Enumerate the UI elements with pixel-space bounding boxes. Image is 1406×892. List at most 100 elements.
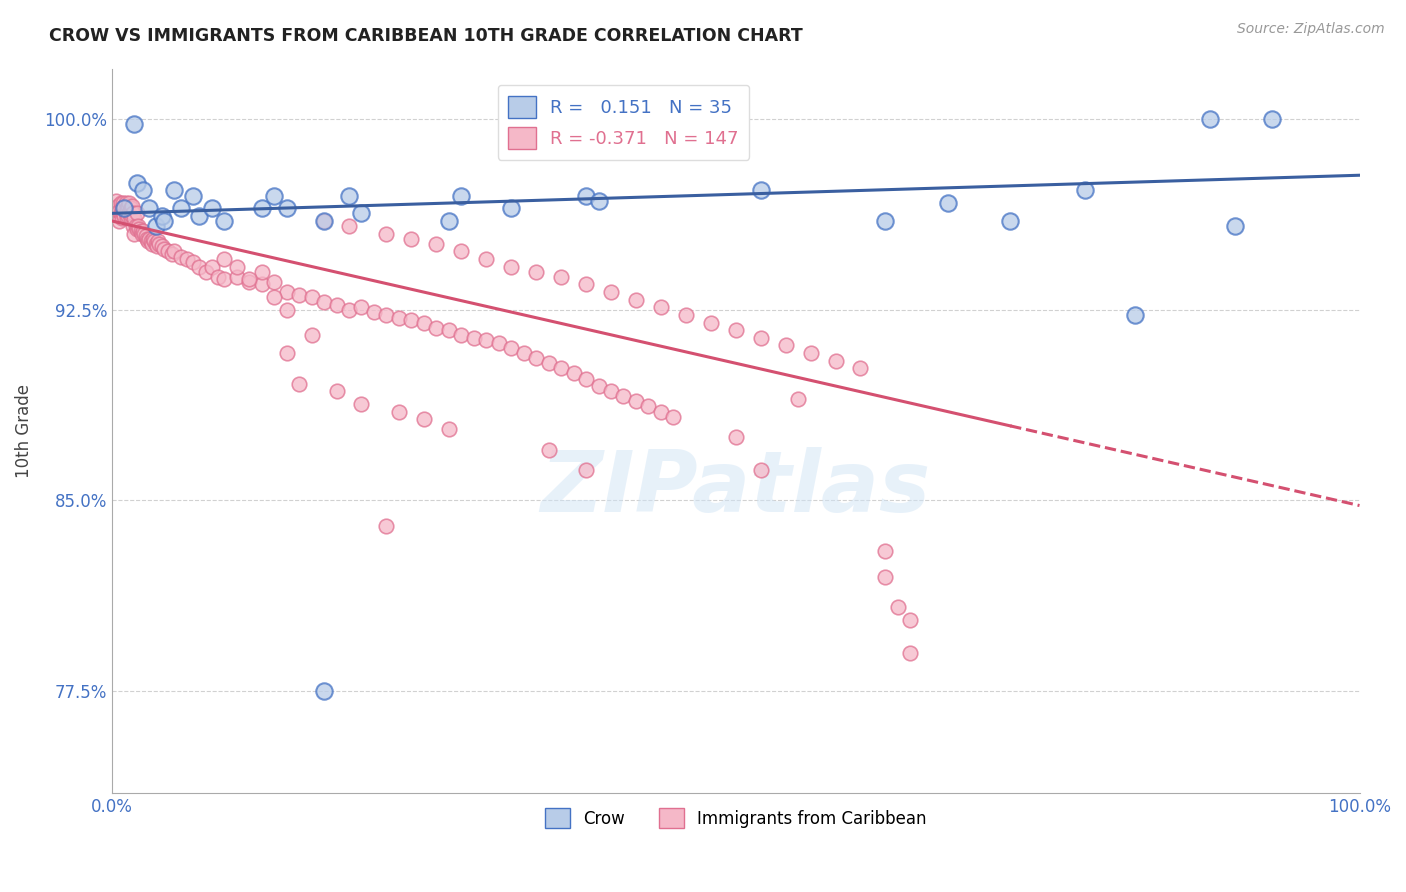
Point [250, 201, 273, 215]
Point [524, 265, 547, 279]
Point [537, 356, 560, 370]
Point [124, 219, 146, 233]
Point [125, 221, 148, 235]
Point [163, 184, 186, 198]
Point [724, 430, 747, 444]
Point [537, 442, 560, 457]
Point [488, 335, 510, 350]
Point [181, 254, 204, 268]
Point [150, 209, 173, 223]
Point [312, 214, 335, 228]
Point [875, 214, 897, 228]
Point [117, 209, 139, 223]
Point [375, 308, 398, 322]
Point [575, 371, 598, 385]
Text: CROW VS IMMIGRANTS FROM CARIBBEAN 10TH GRADE CORRELATION CHART: CROW VS IMMIGRANTS FROM CARIBBEAN 10TH G… [49, 27, 803, 45]
Point [121, 199, 143, 213]
Point [288, 376, 311, 391]
Point [115, 201, 138, 215]
Point [138, 201, 160, 215]
Point [108, 203, 131, 218]
Point [169, 201, 191, 215]
Point [749, 184, 772, 198]
Point [637, 400, 659, 414]
Point [749, 331, 772, 345]
Point [153, 214, 176, 228]
Point [111, 211, 134, 226]
Point [276, 346, 298, 360]
Point [114, 209, 136, 223]
Point [450, 328, 472, 343]
Point [824, 353, 846, 368]
Point [849, 361, 872, 376]
Point [998, 214, 1021, 228]
Point [437, 422, 460, 436]
Point [401, 232, 423, 246]
Point [475, 252, 498, 266]
Point [900, 646, 922, 660]
Point [588, 194, 610, 208]
Point [350, 397, 373, 411]
Point [250, 277, 273, 292]
Point [132, 224, 155, 238]
Point [121, 209, 143, 223]
Point [131, 227, 153, 241]
Point [675, 308, 697, 322]
Point [145, 219, 167, 233]
Point [401, 313, 423, 327]
Point [115, 211, 138, 226]
Point [120, 211, 142, 226]
Point [194, 265, 217, 279]
Point [107, 199, 129, 213]
Point [124, 211, 146, 226]
Point [437, 323, 460, 337]
Point [325, 298, 347, 312]
Point [588, 379, 610, 393]
Point [276, 285, 298, 299]
Point [575, 463, 598, 477]
Point [104, 194, 127, 208]
Point [128, 221, 150, 235]
Point [312, 295, 335, 310]
Point [612, 389, 634, 403]
Point [800, 346, 823, 360]
Point [143, 235, 166, 249]
Point [212, 272, 235, 286]
Point [107, 209, 129, 223]
Point [575, 188, 598, 202]
Point [142, 232, 165, 246]
Point [375, 227, 398, 241]
Point [238, 272, 260, 286]
Text: Source: ZipAtlas.com: Source: ZipAtlas.com [1237, 22, 1385, 37]
Point [425, 320, 447, 334]
Point [425, 236, 447, 251]
Point [134, 227, 156, 241]
Point [301, 290, 323, 304]
Point [201, 260, 224, 274]
Point [212, 252, 235, 266]
Point [650, 404, 672, 418]
Point [1198, 112, 1220, 127]
Point [122, 206, 145, 220]
Point [114, 196, 136, 211]
Point [450, 188, 472, 202]
Point [562, 367, 585, 381]
Point [207, 269, 229, 284]
Point [900, 613, 922, 627]
Point [463, 331, 485, 345]
Point [129, 224, 152, 238]
Point [312, 214, 335, 228]
Point [501, 341, 523, 355]
Point [501, 201, 523, 215]
Point [624, 394, 647, 409]
Point [524, 351, 547, 366]
Point [600, 285, 623, 299]
Point [125, 176, 148, 190]
Point [450, 244, 472, 259]
Point [388, 310, 411, 325]
Point [263, 188, 285, 202]
Point [337, 219, 360, 233]
Point [550, 269, 572, 284]
Point [114, 199, 136, 213]
Point [225, 269, 247, 284]
